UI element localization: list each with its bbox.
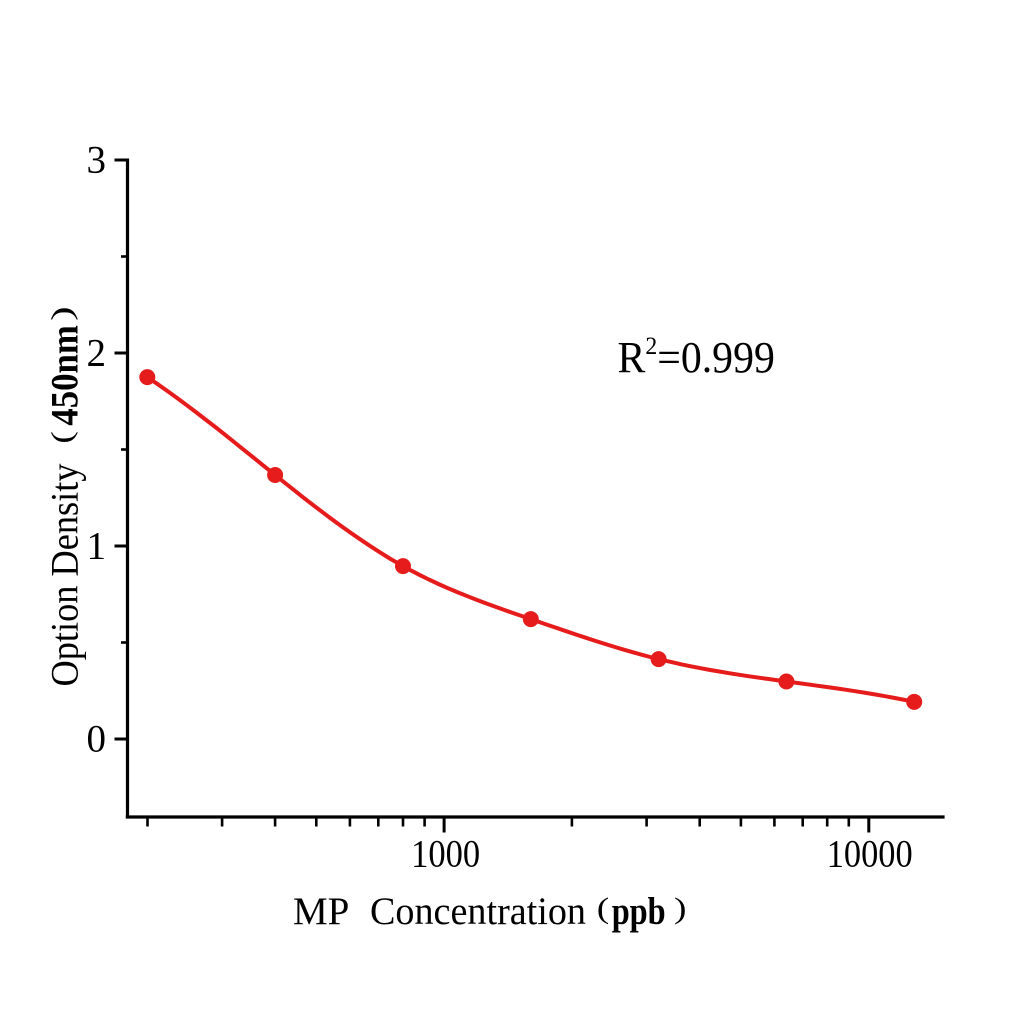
svg-text:3: 3 [87, 139, 107, 182]
svg-text:1: 1 [87, 525, 107, 568]
svg-text:R2=0.999: R2=0.999 [618, 332, 775, 382]
svg-text:(: ( [46, 431, 79, 444]
svg-text:450nm: 450nm [44, 325, 87, 426]
svg-text:0: 0 [87, 718, 107, 761]
svg-text:2: 2 [87, 332, 107, 375]
svg-text:(: ( [597, 892, 610, 925]
svg-text:1000: 1000 [411, 833, 480, 876]
svg-text:MP: MP [293, 890, 349, 933]
svg-text:ppb: ppb [612, 890, 666, 933]
svg-text:10000: 10000 [827, 833, 913, 876]
svg-text:Concentration: Concentration [370, 890, 586, 933]
svg-text:): ) [46, 306, 79, 321]
svg-text:): ) [674, 892, 687, 925]
svg-text:Option Density: Option Density [44, 463, 87, 686]
